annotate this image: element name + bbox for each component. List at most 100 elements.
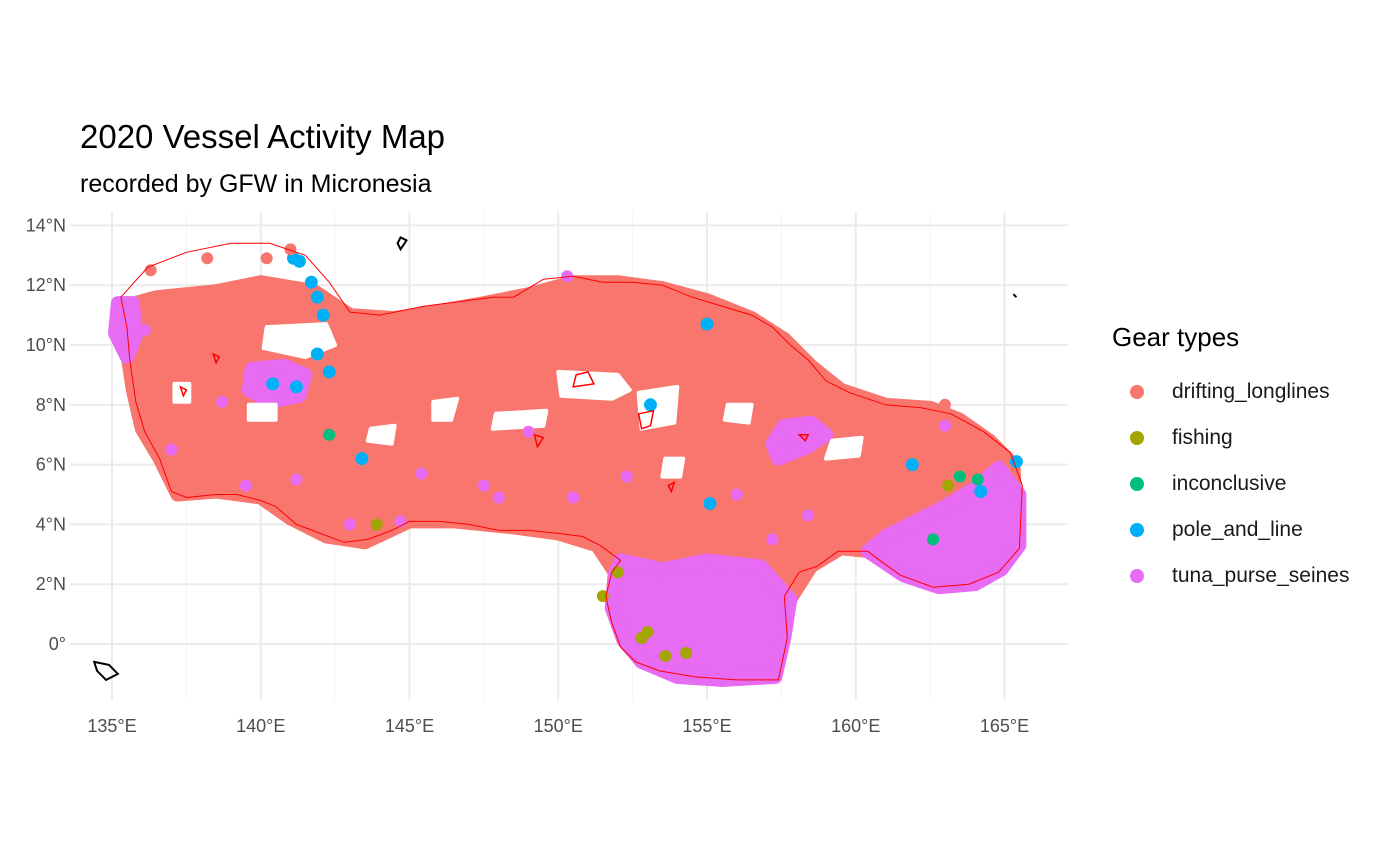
vessel-point-pole-and-line — [289, 380, 303, 394]
vessel-point-pole-and-line — [310, 290, 324, 304]
vessel-point-pole-and-line — [355, 452, 369, 466]
legend: Gear types drifting_longlines fishing in… — [1112, 322, 1349, 599]
vessel-point-tuna-purse-seines — [344, 518, 356, 531]
vessel-point-fishing — [370, 518, 383, 531]
x-tick-label: 165°E — [980, 716, 1029, 736]
activity-gap — [431, 396, 460, 422]
activity-gap — [660, 456, 686, 479]
vessel-point-tuna-purse-seines — [802, 509, 815, 522]
vessel-clusters — [108, 275, 1027, 687]
land-outline — [92, 660, 120, 682]
vessel-point-pole-and-line — [974, 485, 988, 499]
legend-label: pole_and_line — [1172, 518, 1303, 541]
x-tick-label: 150°E — [534, 716, 583, 736]
legend-item-pole-and-line: pole_and_line — [1112, 507, 1349, 553]
activity-gap — [636, 384, 680, 431]
vessel-point-fishing — [659, 649, 672, 662]
vessel-point-pole-and-line — [310, 347, 324, 361]
vessel-point-pole-and-line — [292, 254, 306, 268]
legend-swatch — [1130, 569, 1144, 583]
activity-gap — [824, 435, 864, 461]
vessel-point-drifting-longlines — [201, 252, 214, 265]
reef-outline — [797, 433, 810, 442]
map-outlines — [92, 236, 1023, 682]
activity-gap — [556, 369, 632, 401]
legend-swatch — [1130, 477, 1144, 491]
vessel-point-tuna-purse-seines — [165, 443, 178, 456]
vessel-point-drifting-longlines — [284, 243, 297, 256]
y-tick-label: 12°N — [26, 275, 66, 295]
vessel-point-inconclusive — [953, 470, 966, 483]
vessel-point-pole-and-line — [700, 317, 714, 331]
y-tick-label: 8°N — [36, 395, 66, 415]
vessel-cluster-tuna-purse-seines — [108, 296, 143, 364]
vessel-point-pole-and-line — [703, 496, 717, 510]
vessel-cluster-tuna-purse-seines — [604, 553, 798, 687]
legend-label: inconclusive — [1172, 472, 1287, 495]
x-tick-label: 160°E — [831, 716, 880, 736]
vessel-point-tuna-purse-seines — [766, 533, 779, 546]
vessel-points — [138, 243, 1023, 662]
y-tick-label: 10°N — [26, 335, 66, 355]
y-tick-label: 14°N — [26, 215, 66, 235]
vessel-point-tuna-purse-seines — [561, 270, 574, 283]
reef-outline — [179, 385, 188, 398]
reef-outline — [211, 352, 221, 365]
vessel-point-fishing — [596, 590, 609, 603]
vessel-cluster-tuna-purse-seines — [765, 415, 833, 466]
land-outline — [1012, 293, 1018, 298]
axis-ticks: 135°E 140°E 145°E 150°E 155°E 160°E 165°E 14°N 1… — [26, 215, 1029, 736]
vessel-point-pole-and-line — [266, 377, 280, 391]
activity-gap — [722, 402, 754, 425]
eez-boundary — [120, 242, 1023, 681]
vessel-point-tuna-purse-seines — [415, 467, 428, 480]
legend-item-inconclusive: inconclusive — [1112, 461, 1349, 507]
x-tick-label: 135°E — [87, 716, 136, 736]
vessel-point-tuna-purse-seines — [477, 479, 490, 492]
vessel-point-tuna-purse-seines — [567, 491, 580, 504]
legend-swatch — [1130, 385, 1144, 399]
legend-item-fishing: fishing — [1112, 415, 1349, 461]
vessel-point-inconclusive — [971, 473, 984, 486]
vessel-point-tuna-purse-seines — [239, 479, 252, 492]
legend-label: fishing — [1172, 426, 1233, 449]
vessel-point-pole-and-line — [304, 275, 318, 289]
vessel-point-inconclusive — [323, 428, 336, 441]
legend-item-tuna-purse-seines: tuna_purse_seines — [1112, 553, 1349, 599]
vessel-point-pole-and-line — [905, 458, 919, 472]
y-tick-label: 2°N — [36, 574, 66, 594]
vessel-point-pole-and-line — [322, 365, 336, 379]
y-tick-label: 4°N — [36, 514, 66, 534]
reef-outline — [637, 409, 655, 430]
vessel-point-tuna-purse-seines — [492, 491, 505, 504]
vessel-point-drifting-longlines — [939, 398, 951, 411]
vessel-point-pole-and-line — [316, 308, 330, 322]
vessel-point-fishing — [611, 566, 624, 579]
map-subtitle: recorded by GFW in Micronesia — [80, 170, 432, 198]
vessel-point-tuna-purse-seines — [216, 395, 229, 408]
y-tick-label: 6°N — [36, 455, 66, 475]
vessel-point-drifting-longlines — [260, 252, 273, 265]
vessel-point-tuna-purse-seines — [939, 419, 951, 432]
activity-gap — [365, 423, 397, 446]
vessel-point-tuna-purse-seines — [522, 425, 535, 438]
vessel-point-pole-and-line — [643, 398, 657, 412]
vessel-point-fishing — [941, 479, 954, 492]
vessel-point-tuna-purse-seines — [730, 488, 743, 501]
land-outline — [396, 236, 408, 252]
x-tick-label: 155°E — [682, 716, 731, 736]
vessel-point-pole-and-line — [1009, 455, 1023, 469]
vessel-point-tuna-purse-seines — [620, 470, 633, 483]
legend-item-drifting-longlines: drifting_longlines — [1112, 369, 1349, 415]
reef-outline — [572, 371, 596, 388]
activity-gap — [490, 408, 549, 431]
vessel-cluster-drifting-longlines — [116, 275, 1024, 687]
x-tick-label: 145°E — [385, 716, 434, 736]
reef-outline — [533, 433, 545, 449]
map-title: 2020 Vessel Activity Map — [80, 118, 446, 155]
vessel-point-tuna-purse-seines — [290, 473, 303, 486]
vessel-point-tuna-purse-seines — [138, 324, 151, 337]
y-tick-label: 0° — [49, 634, 66, 654]
vessel-point-inconclusive — [927, 533, 940, 546]
legend-title: Gear types — [1112, 322, 1240, 352]
